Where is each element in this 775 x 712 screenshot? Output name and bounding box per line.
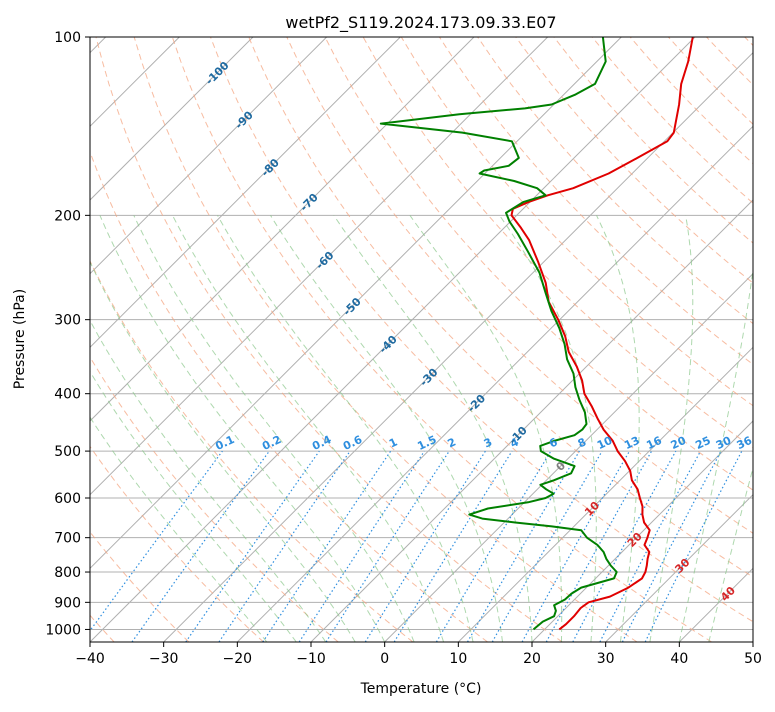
x-tick-label: −30 [149,651,179,667]
y-tick-label: 500 [54,444,81,460]
y-tick-label: 700 [54,531,81,547]
y-tick-label: 300 [54,313,81,329]
y-axis-label: Pressure (hPa) [12,289,28,389]
x-tick-label: 0 [380,651,389,667]
x-tick-label: −40 [75,651,105,667]
x-tick-label: 20 [523,651,541,667]
x-tick-label: 50 [744,651,762,667]
x-tick-label: −20 [223,651,253,667]
y-tick-label: 100 [54,30,81,46]
x-tick-label: −10 [296,651,326,667]
x-tick-label: 30 [597,651,615,667]
y-tick-label: 900 [54,595,81,611]
x-tick-label: 10 [449,651,467,667]
y-tick-label: 200 [54,208,81,224]
x-axis-label: Temperature (°C) [360,681,482,697]
x-tick-label: 40 [670,651,688,667]
y-tick-label: 1000 [45,622,81,638]
y-tick-label: 800 [54,565,81,581]
y-tick-label: 600 [54,491,81,507]
chart-title: wetPf2_S119.2024.173.09.33.E07 [285,13,556,33]
y-tick-label: 400 [54,387,81,403]
